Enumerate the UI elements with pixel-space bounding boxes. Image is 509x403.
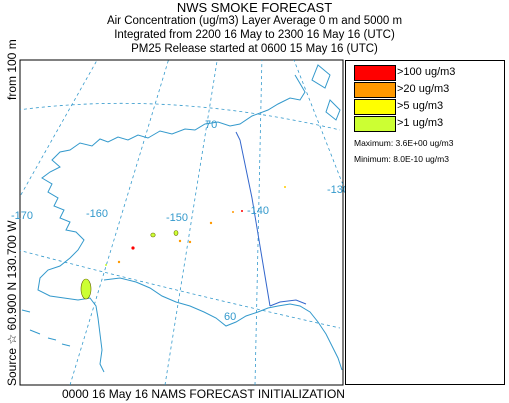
source-location-label: Source ☆ 60.900 N 130.700 W: [5, 220, 19, 386]
smoke-plume-7: [178, 239, 182, 243]
legend-swatch-lime: [354, 116, 396, 132]
forecast-initialization: 0000 16 May 16 NAMS FORECAST INITIALIZAT…: [62, 387, 345, 401]
smoke-plume-2: [150, 232, 156, 238]
latitude-70-gridline: [20, 102, 341, 131]
smoke-plume-8: [188, 240, 192, 244]
lon-150-label: -150: [166, 212, 188, 224]
lat-60-label: 60: [224, 311, 236, 323]
legend-swatch-orange: [354, 82, 396, 98]
legend-label-20: >20 ug/m3: [397, 83, 450, 95]
smoke-plume-3: [173, 230, 179, 236]
smoke-plume-12: [284, 186, 286, 188]
lon-130-label: -130: [327, 184, 349, 196]
smoke-plume-5: [117, 260, 121, 264]
lon-140-label: -140: [247, 205, 269, 217]
alaska-coastline: [37, 74, 306, 373]
legend-label-100: >100 ug/m3: [397, 66, 456, 78]
legend-swatch-red: [354, 65, 396, 81]
longitude-130-gridline: [293, 60, 343, 187]
legend-label-1: >1 ug/m3: [397, 117, 444, 129]
lat-70-label: 70: [205, 119, 217, 131]
longitude-150-gridline: [164, 60, 218, 385]
arctic-islands: [311, 64, 341, 121]
source-height-label: from 100 m: [5, 39, 19, 100]
minimum-value: Minimum: 8.0E-10 ug/m3: [354, 154, 449, 164]
map-frame: [19, 59, 344, 386]
smoke-plume-9: [209, 221, 213, 225]
maximum-value: Maximum: 3.6E+00 ug/m3: [354, 138, 454, 148]
longitude-140-gridline: [254, 60, 263, 385]
concentration-legend: >100 ug/m3 >20 ug/m3 >5 ug/m3 >1 ug/m3 M…: [345, 60, 505, 385]
concentration-subtitle: Air Concentration (ug/m3) Layer Average …: [106, 15, 403, 27]
smoke-plume-6: [105, 264, 107, 266]
longitude-170-gridline: [20, 60, 98, 198]
release-start: PM25 Release started at 0600 15 May 16 (…: [131, 43, 378, 55]
legend-swatch-yellow: [354, 99, 396, 115]
integration-period: Integrated from 2200 16 May to 2300 16 M…: [114, 29, 395, 41]
smoke-plume-10: [232, 211, 234, 213]
legend-label-5: >5 ug/m3: [397, 100, 444, 112]
lon-160-label: -160: [86, 208, 108, 220]
page-title: NWS SMOKE FORECAST: [176, 0, 333, 15]
lon-170-label: -170: [11, 210, 33, 222]
smoke-plume-4: [131, 246, 135, 250]
smoke-plume-1: [80, 278, 92, 300]
smoke-plume-11: [241, 210, 243, 212]
gulf-coastline: [103, 277, 343, 371]
panhandle-border: [269, 299, 307, 307]
aleutian-islands: [21, 309, 71, 347]
alaska-canada-border: [235, 131, 271, 307]
